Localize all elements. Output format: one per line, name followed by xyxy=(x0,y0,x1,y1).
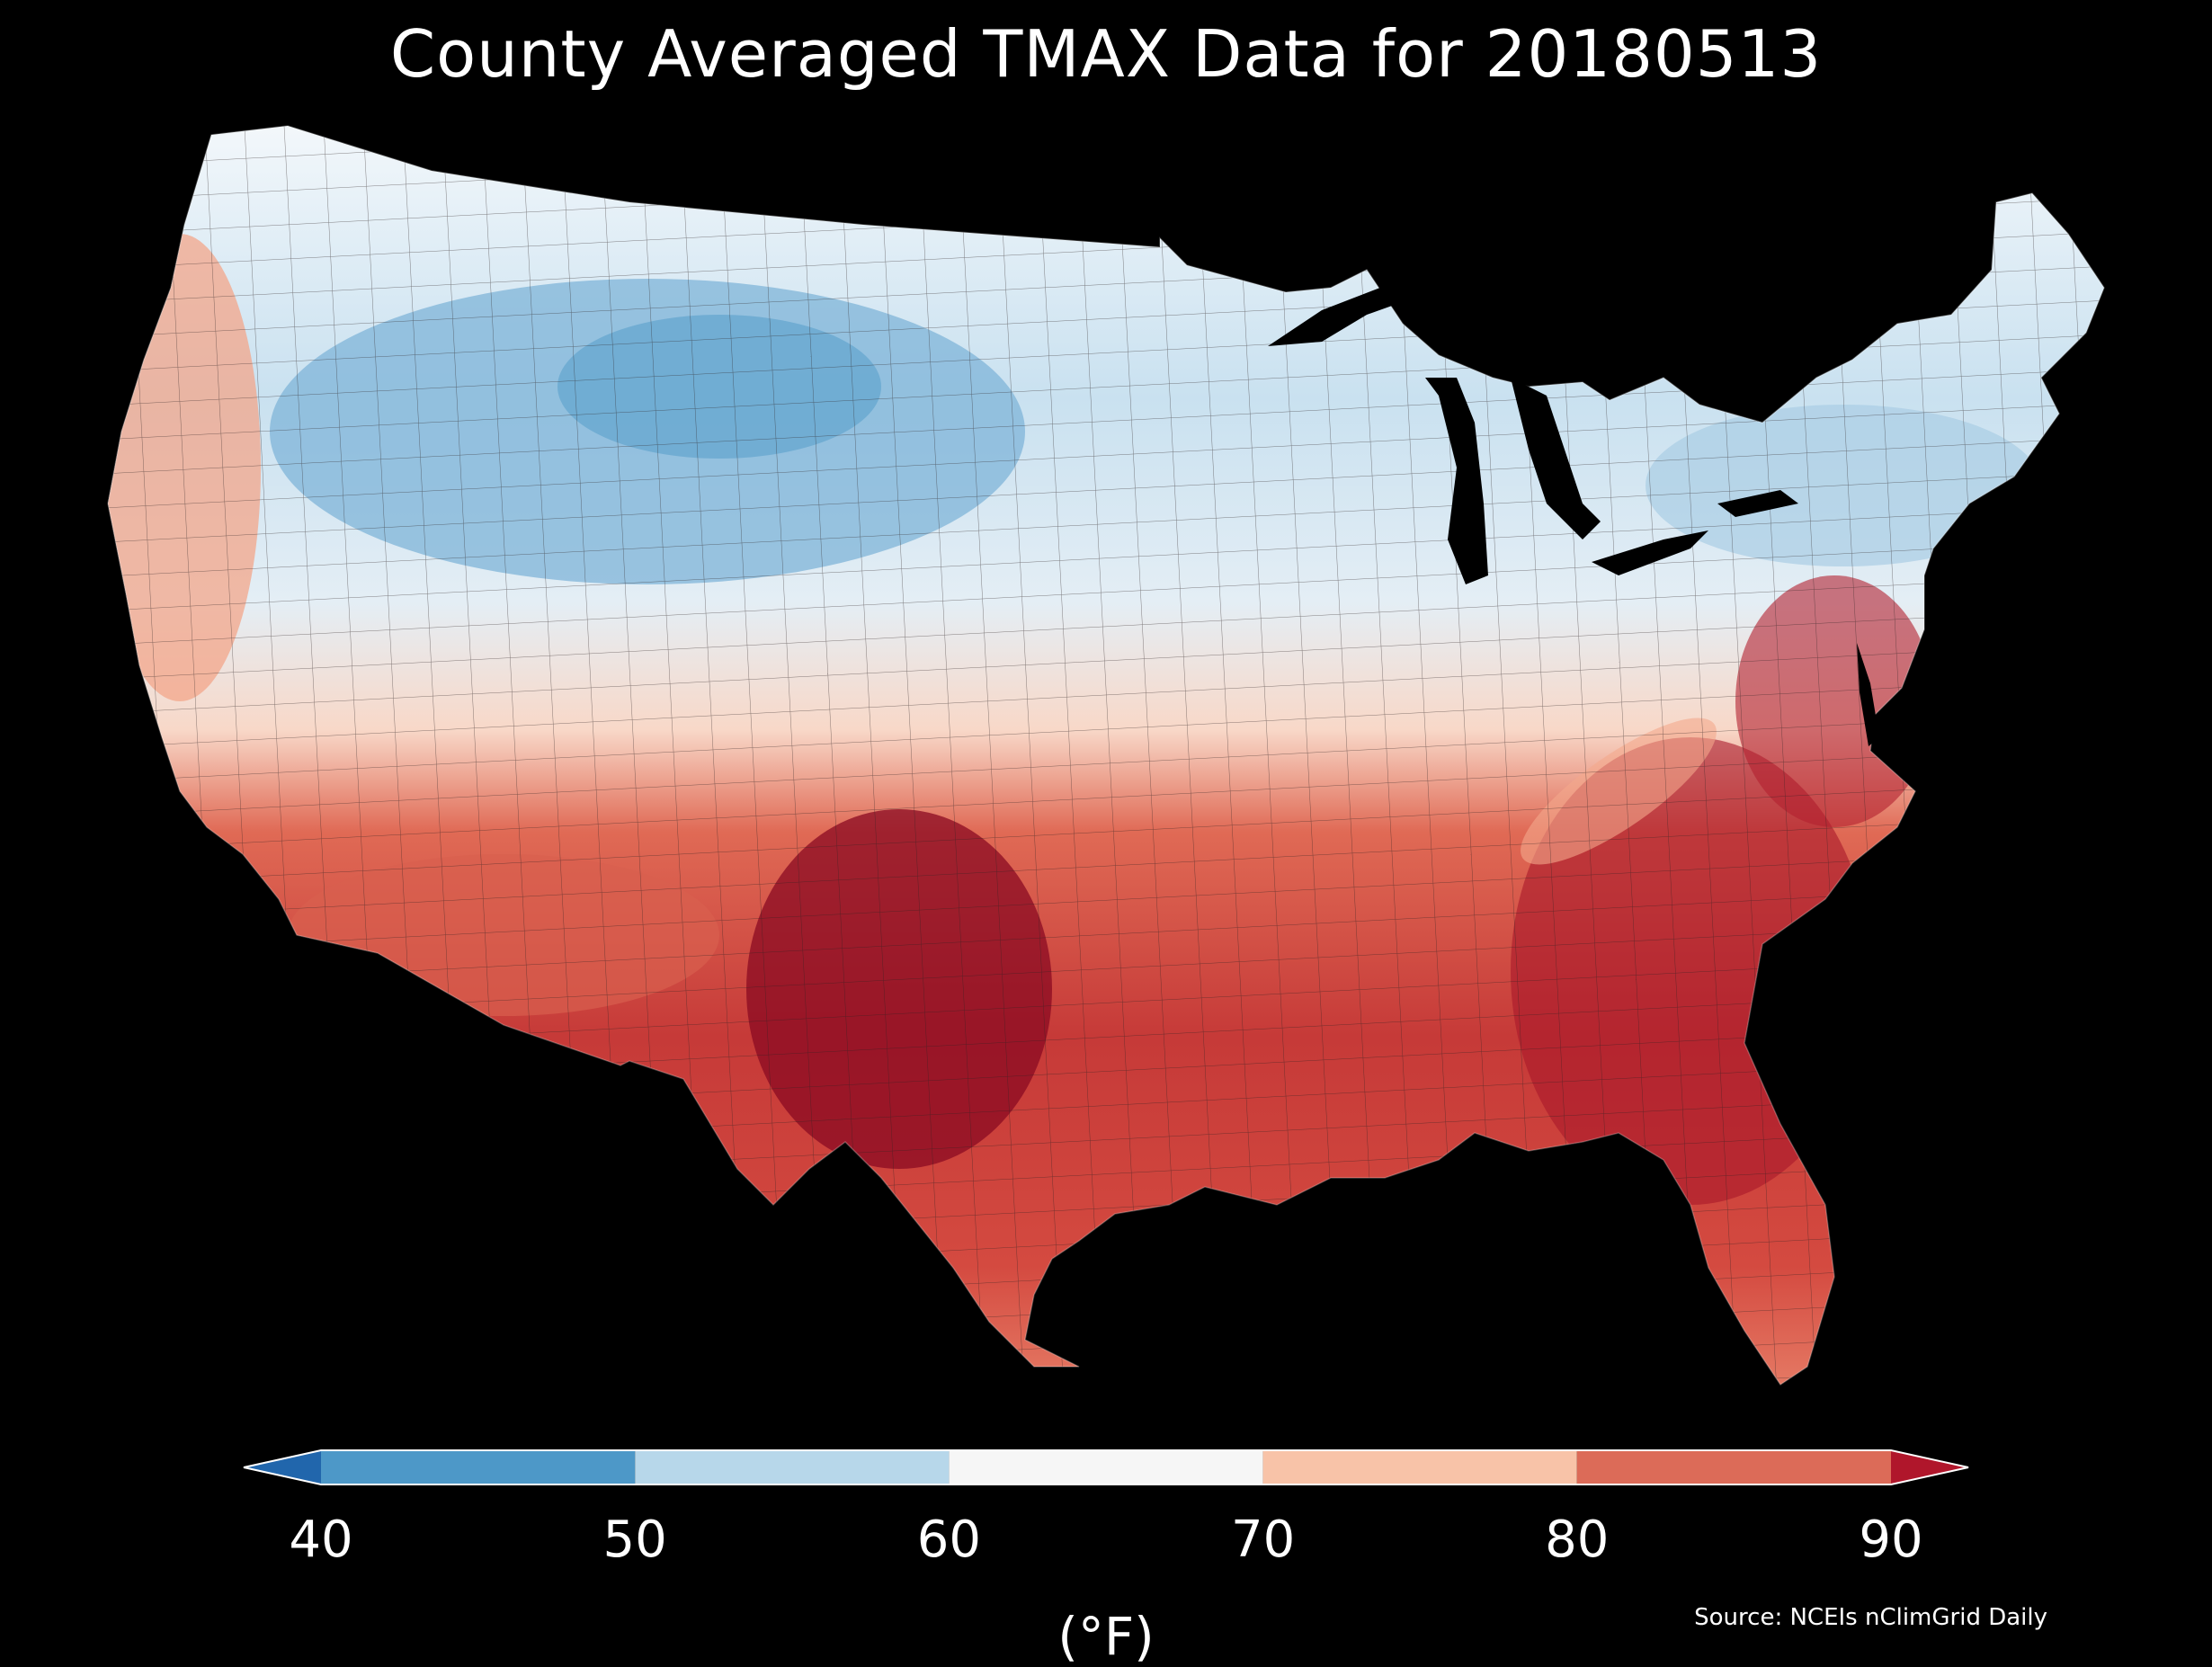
lake-michigan xyxy=(1425,378,1488,584)
colorbar-bin-1 xyxy=(635,1450,950,1484)
source-credit: Source: NCEIs nClimGrid Daily xyxy=(1694,1604,2047,1631)
chesapeake-bay xyxy=(1857,643,1879,746)
map-title: County Averaged TMAX Data for 20180513 xyxy=(389,16,1823,92)
us-county-map xyxy=(107,125,2105,1386)
colorbar-bin-2 xyxy=(949,1450,1263,1484)
colorbar-tick-label: 90 xyxy=(1859,1511,1923,1569)
colorbar-tick-label: 70 xyxy=(1230,1511,1296,1569)
colorbar-outline xyxy=(243,1449,1969,1485)
colorbar-tick-label: 50 xyxy=(602,1511,667,1569)
colorbar-tick-label: 60 xyxy=(916,1511,982,1569)
lake-ontario xyxy=(1717,490,1798,517)
colorbar-bin-3 xyxy=(1262,1450,1577,1484)
colorbar-bin-0 xyxy=(321,1450,636,1484)
lake-huron xyxy=(1511,378,1601,539)
colorbar-under-arrow xyxy=(244,1450,321,1484)
colorbar-over-arrow xyxy=(1891,1450,1968,1484)
colorbar-bin-4 xyxy=(1576,1450,1891,1484)
colorbar-tick-label: 40 xyxy=(289,1511,353,1569)
colorbar-tick-label: 80 xyxy=(1545,1511,1610,1569)
colorbar-unit-label: (°F) xyxy=(1057,1606,1155,1667)
lake-superior xyxy=(1268,286,1430,346)
lake-erie xyxy=(1592,530,1708,575)
